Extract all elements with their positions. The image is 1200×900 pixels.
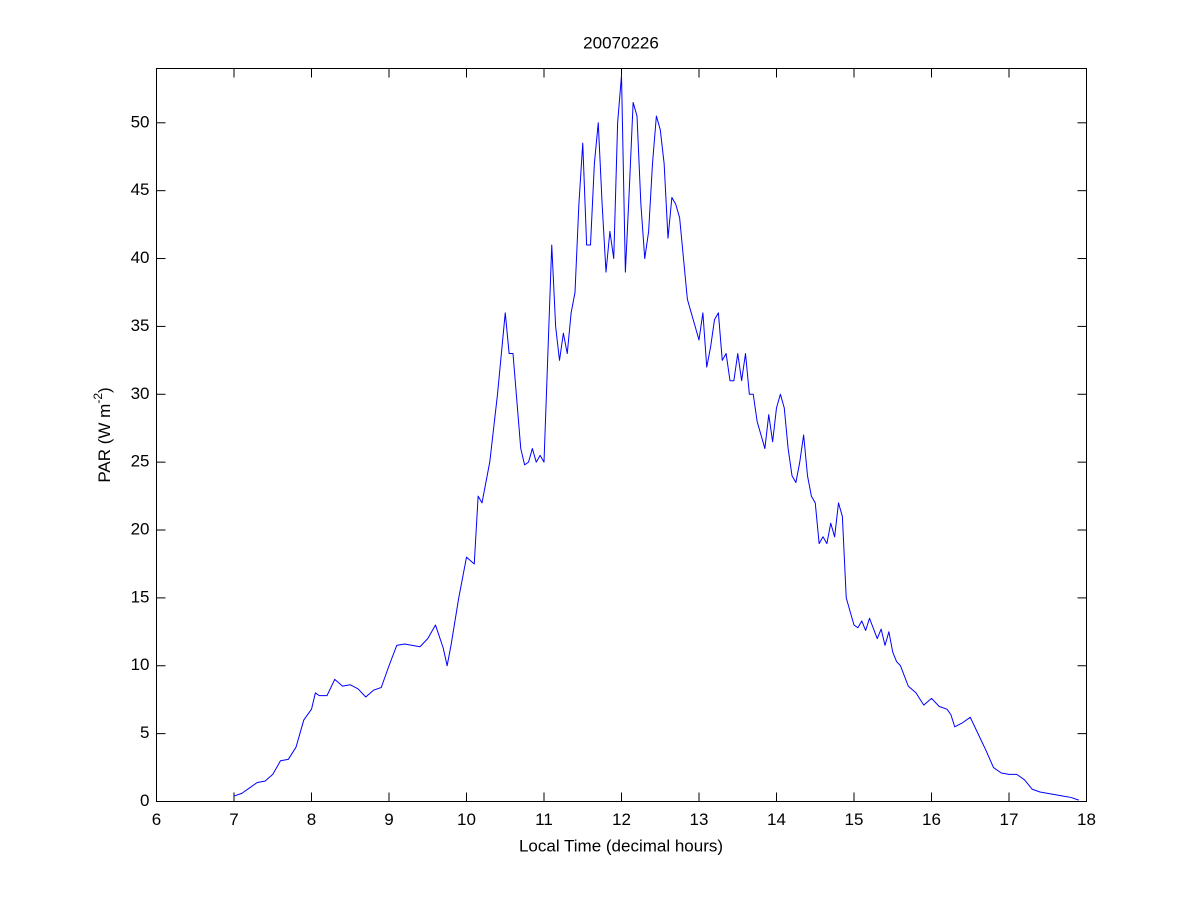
x-tick-label: 10 xyxy=(457,810,476,829)
data-line xyxy=(233,74,1079,801)
chart-title: 20070226 xyxy=(583,33,659,52)
x-tick-label: 14 xyxy=(767,810,786,829)
x-tick-label: 9 xyxy=(384,810,393,829)
y-tick-label: 35 xyxy=(131,316,150,335)
y-tick-label: 5 xyxy=(140,723,149,742)
x-tick-label: 7 xyxy=(229,810,238,829)
y-tick-label: 20 xyxy=(131,520,150,539)
y-tick-label: 15 xyxy=(131,587,150,606)
y-tick-label: 50 xyxy=(131,112,150,131)
x-axis-label: Local Time (decimal hours) xyxy=(519,836,723,855)
x-tick-label: 18 xyxy=(1077,810,1096,829)
x-tick-label: 13 xyxy=(690,810,709,829)
y-axis-label-text: PAR (W m xyxy=(95,404,114,483)
y-axis-label-exponent: -2 xyxy=(91,393,105,404)
y-tick-label: 40 xyxy=(131,248,150,267)
x-tick-label: 8 xyxy=(307,810,316,829)
x-tick-label: 12 xyxy=(612,810,631,829)
y-tick-label: 25 xyxy=(131,452,150,471)
x-tick-label: 15 xyxy=(845,810,864,829)
y-tick-label: 10 xyxy=(131,655,150,674)
y-axis-label-close: ) xyxy=(95,387,114,393)
y-tick-label: 45 xyxy=(131,180,150,199)
y-tick-label: 30 xyxy=(131,384,150,403)
y-tick-label: 0 xyxy=(140,791,149,810)
x-tick-label: 6 xyxy=(152,810,161,829)
plot-frame xyxy=(156,68,1087,802)
x-tick-label: 16 xyxy=(922,810,941,829)
x-tick-label: 17 xyxy=(1000,810,1019,829)
y-axis-label: PAR (W m-2) xyxy=(91,387,114,482)
x-tick-label: 11 xyxy=(535,810,553,829)
